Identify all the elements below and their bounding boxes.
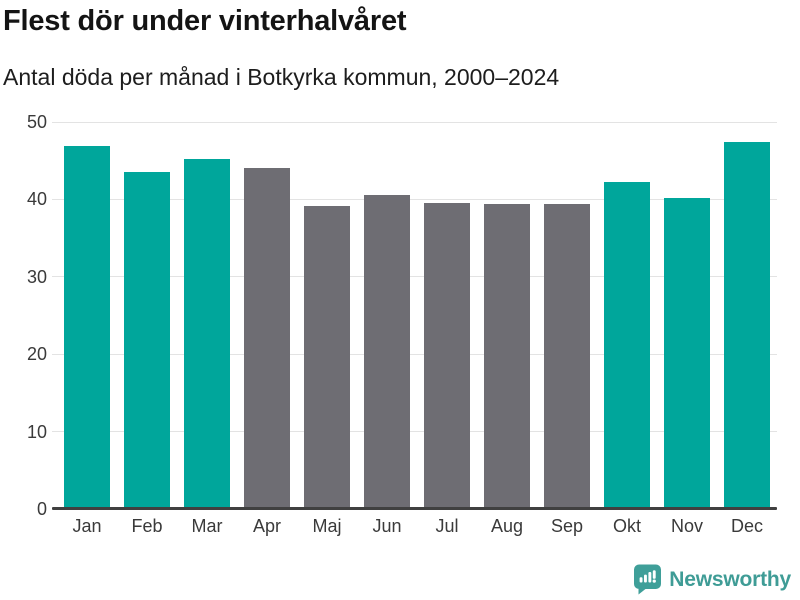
x-tick-label-jul: Jul: [435, 516, 459, 536]
bar-cell-jul: [417, 122, 477, 509]
gridline-20: [52, 353, 777, 355]
gridline-10: [52, 431, 777, 433]
bar-cell-apr: [237, 122, 297, 509]
y-tick-label-0: 0: [36, 499, 47, 519]
bar-cell-jan: [57, 122, 117, 509]
plot-area: [52, 121, 777, 510]
bar-sep: [544, 204, 590, 509]
chart-title: Flest dör under vinterhalvåret: [3, 5, 407, 37]
chart-subtitle: Antal döda per månad i Botkyrka kommun, …: [3, 64, 560, 90]
bar-jul: [424, 203, 470, 509]
bar-cell-feb: [117, 122, 177, 509]
y-tick-label-10: 10: [26, 421, 47, 442]
bar-cell-mar: [177, 122, 237, 509]
bar-aug: [484, 204, 530, 509]
bar-mar: [184, 159, 230, 509]
y-tick-label-30: 30: [26, 266, 47, 287]
bar-feb: [124, 171, 170, 509]
bar-cell-maj: [297, 122, 357, 509]
x-tick-label-aug: Aug: [490, 516, 524, 536]
gridline-50: [52, 121, 777, 123]
y-tick-label-20: 20: [26, 344, 47, 365]
bar-maj: [304, 206, 350, 509]
bar-cell-okt: [597, 122, 657, 509]
gridline-40: [52, 198, 777, 200]
bars-container: [57, 122, 777, 509]
y-tick-label-40: 40: [26, 189, 47, 210]
x-tick-label-jun: Jun: [372, 516, 402, 536]
y-tick-label-50: 50: [26, 112, 47, 132]
brand-logo: Newsworthy: [633, 564, 791, 595]
gridline-30: [52, 276, 777, 278]
x-tick-label-dec: Dec: [730, 516, 763, 536]
x-tick-label-okt: Okt: [612, 516, 641, 536]
x-tick-label-maj: Maj: [312, 516, 342, 536]
y-axis-labels: 0 10 20 30 40 50: [0, 112, 47, 519]
bar-chart-speech-bubble-icon: [634, 564, 662, 595]
x-tick-label-apr: Apr: [252, 516, 281, 536]
bar-apr: [244, 167, 290, 509]
x-tick-label-sep: Sep: [550, 516, 584, 536]
bar-dec: [724, 142, 770, 509]
x-axis-labels: Jan Feb Mar Apr Maj Jun Jul Aug Sep Okt Nov Dec: [57, 514, 777, 538]
x-tick-label-jan: Jan: [72, 516, 102, 536]
bar-okt: [604, 182, 650, 509]
brand-name: Newsworthy: [669, 567, 791, 591]
bar-cell-nov: [657, 122, 717, 509]
bar-jun: [364, 194, 410, 509]
bar-cell-dec: [717, 122, 777, 509]
x-tick-label-nov: Nov: [670, 516, 703, 536]
bar-jan: [64, 146, 110, 509]
bar-cell-sep: [537, 122, 597, 509]
bar-cell-aug: [477, 122, 537, 509]
bar-cell-jun: [357, 122, 417, 509]
bar-nov: [664, 197, 710, 509]
x-tick-label-mar: Mar: [191, 516, 223, 536]
x-tick-label-feb: Feb: [131, 516, 163, 536]
x-axis-line: [52, 507, 777, 510]
